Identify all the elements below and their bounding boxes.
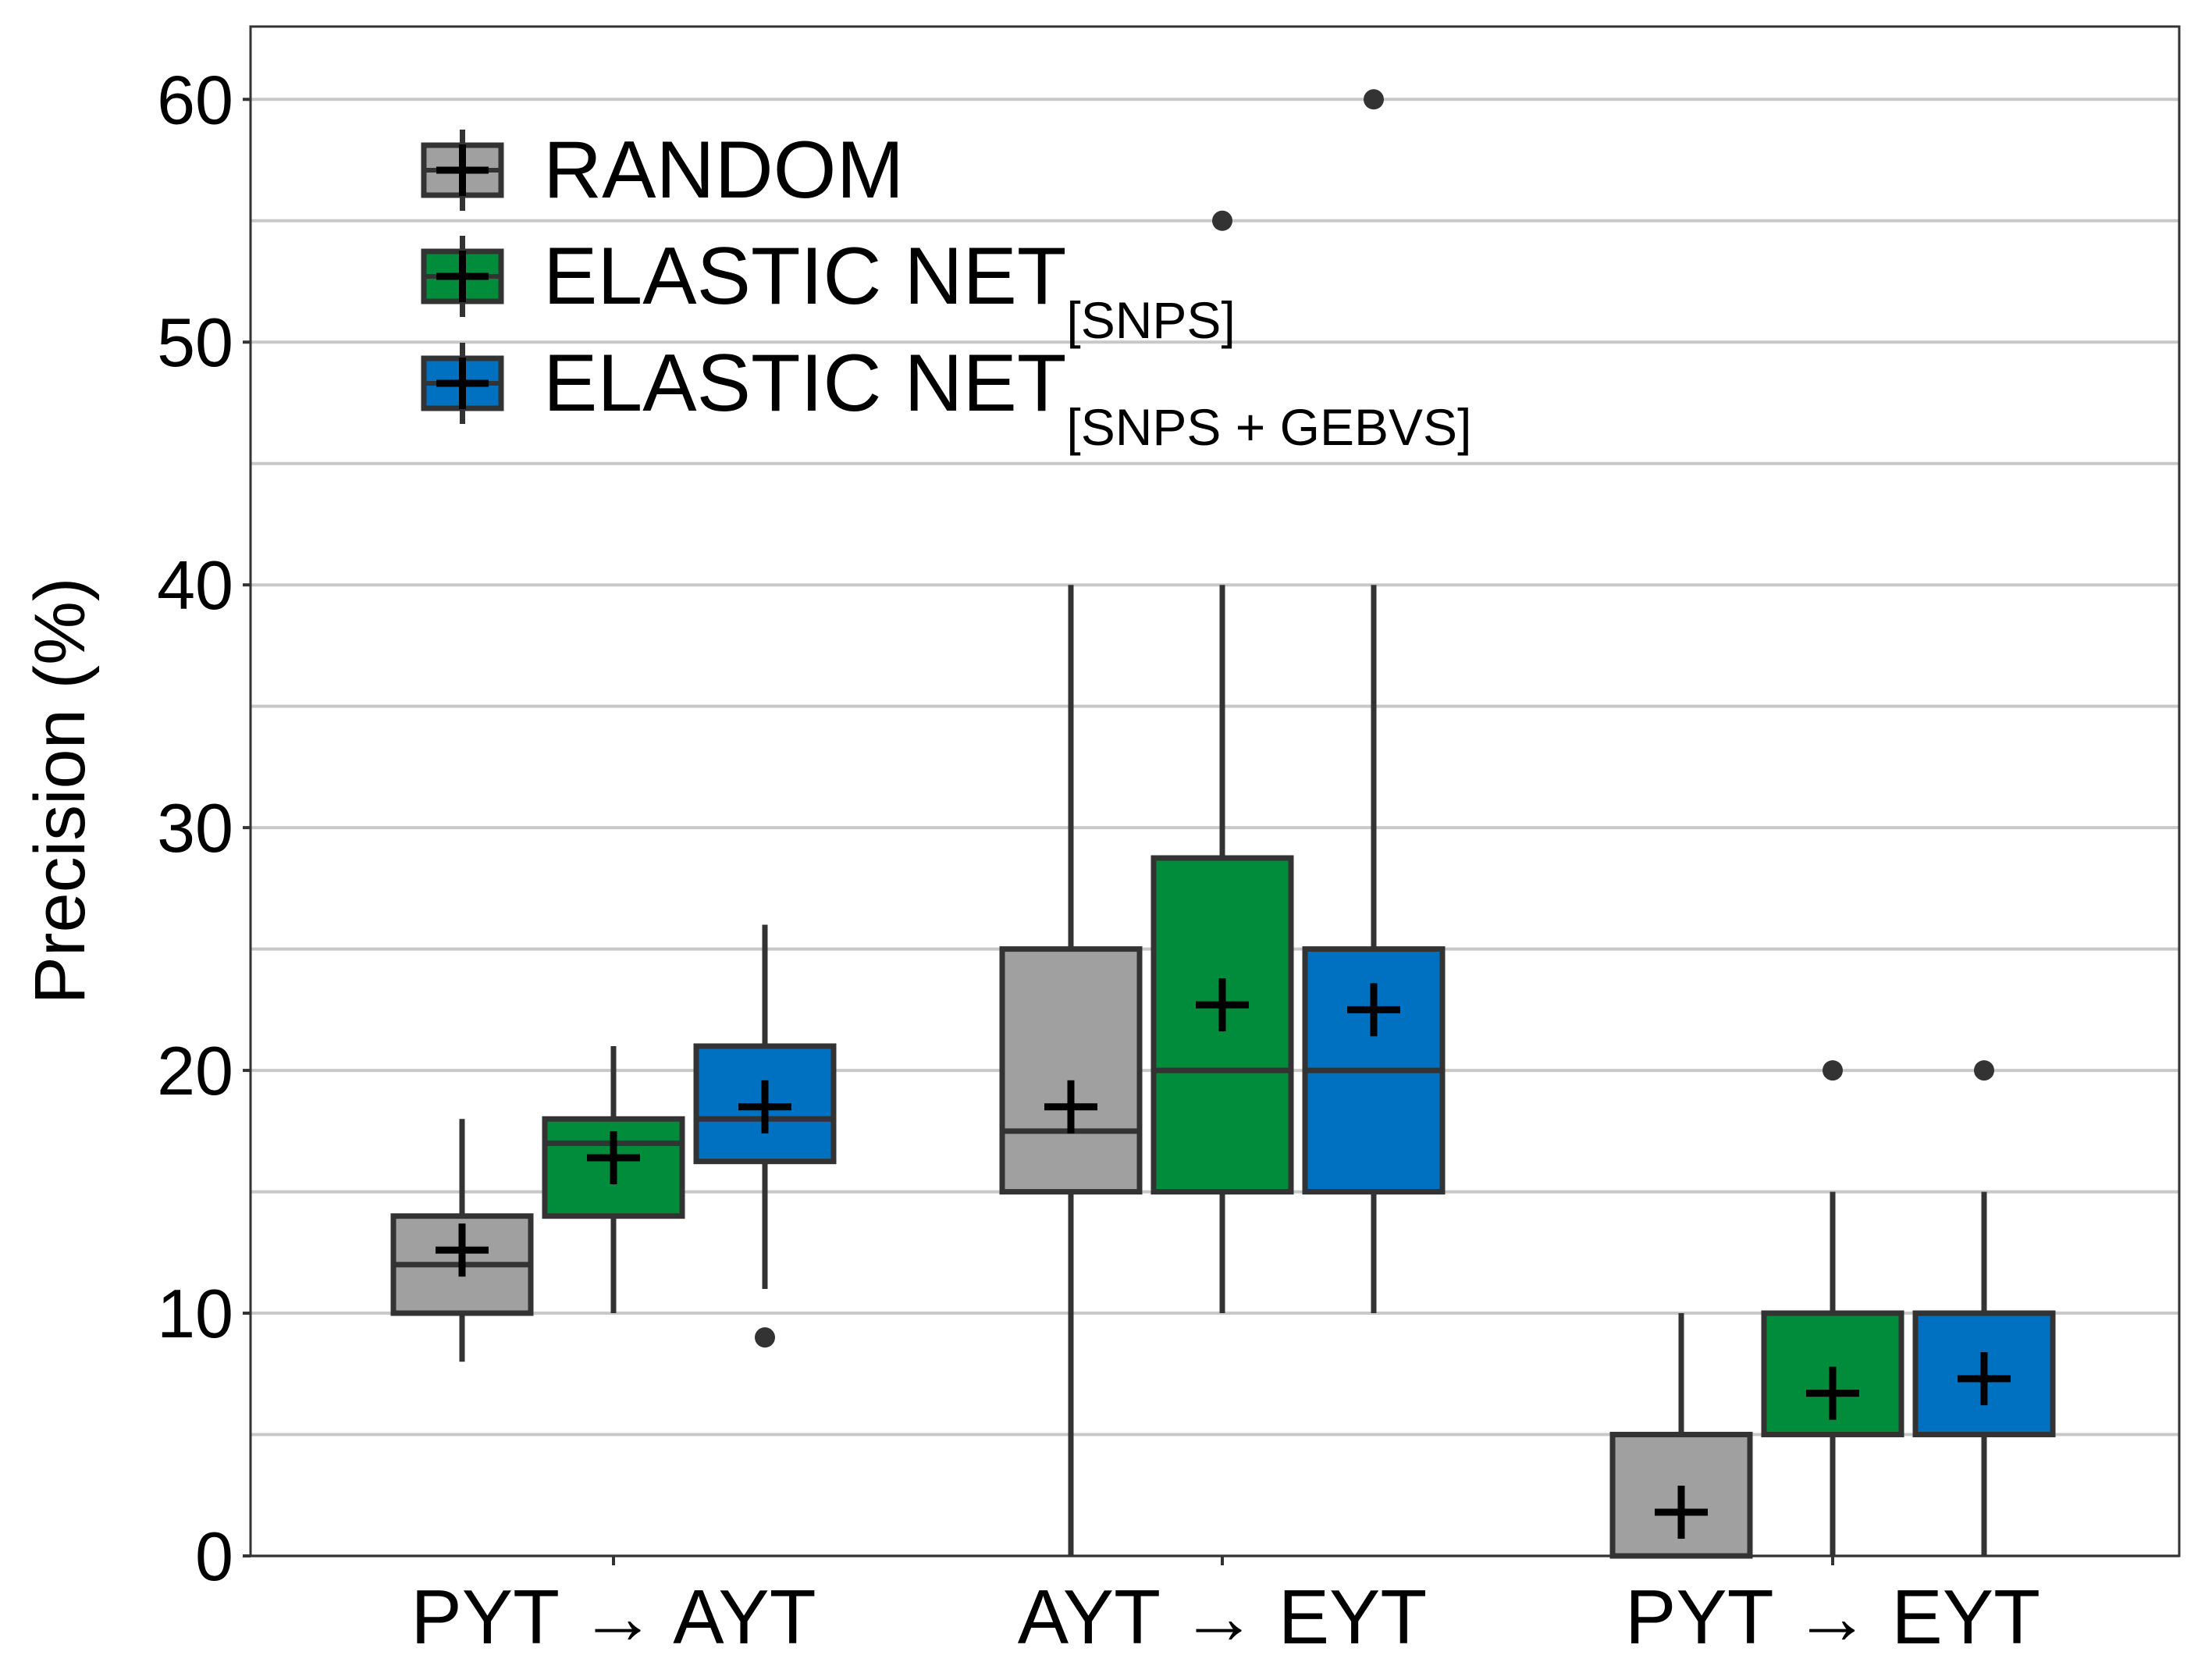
- legend-item-2: ELASTIC NET[SNPS + GEBVS]: [421, 338, 1471, 456]
- x-tick-to: AYT: [656, 1574, 816, 1660]
- y-tick-label: 40: [157, 546, 233, 624]
- box-series: [390, 89, 2056, 1559]
- x-tick-from: PYT: [411, 1574, 579, 1660]
- x-tick-label: AYT → EYT: [1018, 1574, 1428, 1660]
- series-1: [542, 210, 1904, 1556]
- x-tick-from: AYT: [1018, 1574, 1181, 1660]
- x-tick-from: PYT: [1625, 1574, 1794, 1660]
- box-2-0: [693, 924, 837, 1348]
- y-tick-label: 10: [157, 1275, 233, 1352]
- box-2-1: [1302, 89, 1446, 1314]
- y-tick-label: 30: [157, 789, 233, 867]
- outlier-point: [1823, 1060, 1843, 1081]
- legend-label: ELASTIC NET[SNPS]: [543, 231, 1236, 349]
- x-tick-arrow: →: [579, 1574, 656, 1660]
- outlier-point: [1212, 210, 1232, 231]
- legend-item-0: RANDOM: [421, 125, 904, 215]
- box-body: [999, 946, 1143, 1195]
- outlier-point: [755, 1327, 775, 1348]
- plot-panel-border: [249, 25, 2181, 1557]
- y-tick-label: 50: [157, 304, 233, 381]
- box-1-2: [1761, 1060, 1904, 1556]
- y-axis-title: Precision (%): [20, 577, 100, 1004]
- x-tick-arrow: →: [1180, 1574, 1257, 1660]
- legend-item-1: ELASTIC NET[SNPS]: [421, 231, 1236, 349]
- x-tick-arrow: →: [1794, 1574, 1870, 1660]
- y-tick-label: 60: [157, 61, 233, 138]
- legend-label: ELASTIC NET[SNPS + GEBVS]: [543, 338, 1471, 456]
- legend-label-sub: [SNPS + GEBVS]: [1066, 398, 1471, 456]
- legend-label-main: RANDOM: [543, 125, 904, 215]
- series-2: [693, 89, 2056, 1556]
- outlier-point: [1974, 1060, 1994, 1081]
- box-2-2: [1912, 1060, 2056, 1556]
- x-tick-label: PYT → AYT: [411, 1574, 816, 1660]
- legend-label-sub: [SNPS]: [1066, 291, 1235, 349]
- legend-label-main: ELASTIC NET: [543, 338, 1066, 429]
- box-1-0: [542, 1046, 685, 1314]
- legend-label: RANDOM: [543, 125, 904, 215]
- x-tick-label: PYT → EYT: [1625, 1574, 2040, 1660]
- box-0-0: [390, 1119, 534, 1362]
- box-0-1: [999, 585, 1143, 1556]
- box-1-1: [1150, 210, 1294, 1314]
- x-tick-to: EYT: [1257, 1574, 1427, 1660]
- x-tick-to: EYT: [1870, 1574, 2040, 1660]
- outlier-point: [1364, 89, 1384, 110]
- y-tick-label: 0: [195, 1518, 233, 1595]
- y-tick-label: 20: [157, 1032, 233, 1109]
- legend-label-main: ELASTIC NET: [543, 231, 1066, 322]
